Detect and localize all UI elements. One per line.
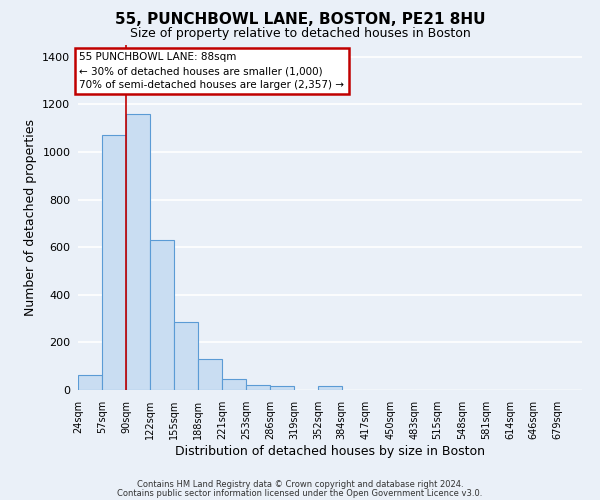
Bar bbox=[78, 374, 102, 390]
Text: Size of property relative to detached houses in Boston: Size of property relative to detached ho… bbox=[130, 28, 470, 40]
Bar bbox=[223, 380, 246, 390]
Text: 55 PUNCHBOWL LANE: 88sqm
← 30% of detached houses are smaller (1,000)
70% of sem: 55 PUNCHBOWL LANE: 88sqm ← 30% of detach… bbox=[79, 52, 344, 90]
Bar bbox=[198, 359, 223, 390]
Bar bbox=[150, 240, 174, 390]
Bar bbox=[102, 136, 127, 390]
Bar bbox=[246, 385, 270, 390]
Y-axis label: Number of detached properties: Number of detached properties bbox=[23, 119, 37, 316]
Bar bbox=[127, 114, 150, 390]
Bar bbox=[174, 322, 198, 390]
Text: Contains public sector information licensed under the Open Government Licence v3: Contains public sector information licen… bbox=[118, 488, 482, 498]
Bar bbox=[270, 386, 294, 390]
Bar bbox=[318, 386, 342, 390]
Text: Contains HM Land Registry data © Crown copyright and database right 2024.: Contains HM Land Registry data © Crown c… bbox=[137, 480, 463, 489]
X-axis label: Distribution of detached houses by size in Boston: Distribution of detached houses by size … bbox=[175, 444, 485, 458]
Text: 55, PUNCHBOWL LANE, BOSTON, PE21 8HU: 55, PUNCHBOWL LANE, BOSTON, PE21 8HU bbox=[115, 12, 485, 28]
